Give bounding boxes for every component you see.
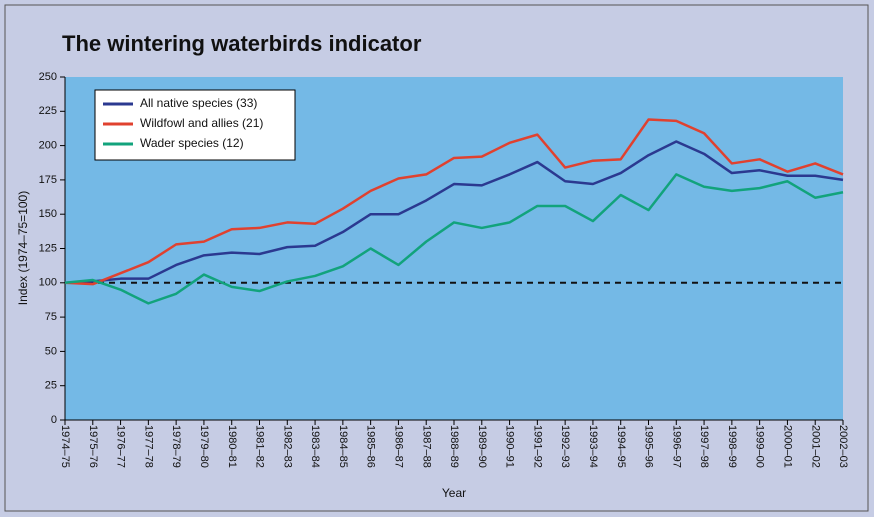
x-tick-label: 1991–92 [531,425,543,468]
series-line [64,118,844,286]
y-tick-label: 150 [39,208,57,220]
y-tick-label: 250 [39,71,57,83]
x-tick-label: 1994–95 [615,425,627,468]
x-tick-label: 1980–81 [226,425,238,468]
x-tick-label: 1976–77 [115,425,127,468]
chart-title: The wintering waterbirds indicator [62,31,422,56]
legend: All native species (33) Wildfowl and alli… [94,89,296,161]
legend-label: All native species (33) [140,96,257,110]
x-tick-label: 1995–96 [643,425,655,468]
x-tick-label: 1975–76 [87,425,99,468]
y-axis-label: Index (1974–75=100) [16,191,30,305]
x-tick-label: 2001–02 [809,425,821,468]
series-line [64,140,844,285]
y-tick-label: 25 [45,380,57,392]
x-tick-label: 2002–03 [837,425,849,468]
y-tick-label: 125 [39,242,57,254]
x-tick-label: 1979–80 [198,425,210,468]
x-tick-label: 2000–01 [782,425,794,468]
y-tick-label: 50 [45,345,57,357]
x-tick-label: 1996–97 [670,425,682,468]
x-tick-label: 1999–00 [754,425,766,468]
y-tick-label: 75 [45,311,57,323]
x-tick-label: 1986–87 [393,425,405,468]
x-tick-label: 1983–84 [309,425,321,468]
x-tick-label: 1984–85 [337,425,349,468]
x-axis-label: Year [442,486,466,500]
legend-label: Wader species (12) [140,136,244,150]
x-tick-label: 1977–78 [142,425,154,468]
x-tick-label: 1998–99 [726,425,738,468]
y-tick-label: 225 [39,105,57,117]
x-tick-label: 1988–89 [448,425,460,468]
frame [4,4,869,512]
x-tick-label: 1982–83 [281,425,293,468]
y-tick-label: 100 [39,277,57,289]
legend-label: Wildfowl and allies (21) [140,116,263,130]
x-tick-label: 1978–79 [170,425,182,468]
y-tick-label: 200 [39,140,57,152]
x-tick-label: 1974–75 [59,425,71,468]
x-tick-label: 1981–82 [254,425,266,468]
x-tick-label: 1992–93 [559,425,571,468]
x-tick-label: 1990–91 [504,425,516,468]
x-tick-label: 1993–94 [587,425,599,468]
x-tick-label: 1997–98 [698,425,710,468]
x-tick-label: 1987–88 [420,425,432,468]
x-tick-label: 1985–86 [365,425,377,468]
x-tick-label: 1989–90 [476,425,488,468]
y-tick-label: 175 [39,174,57,186]
y-tick-label: 0 [51,414,57,426]
series-line [64,173,844,305]
